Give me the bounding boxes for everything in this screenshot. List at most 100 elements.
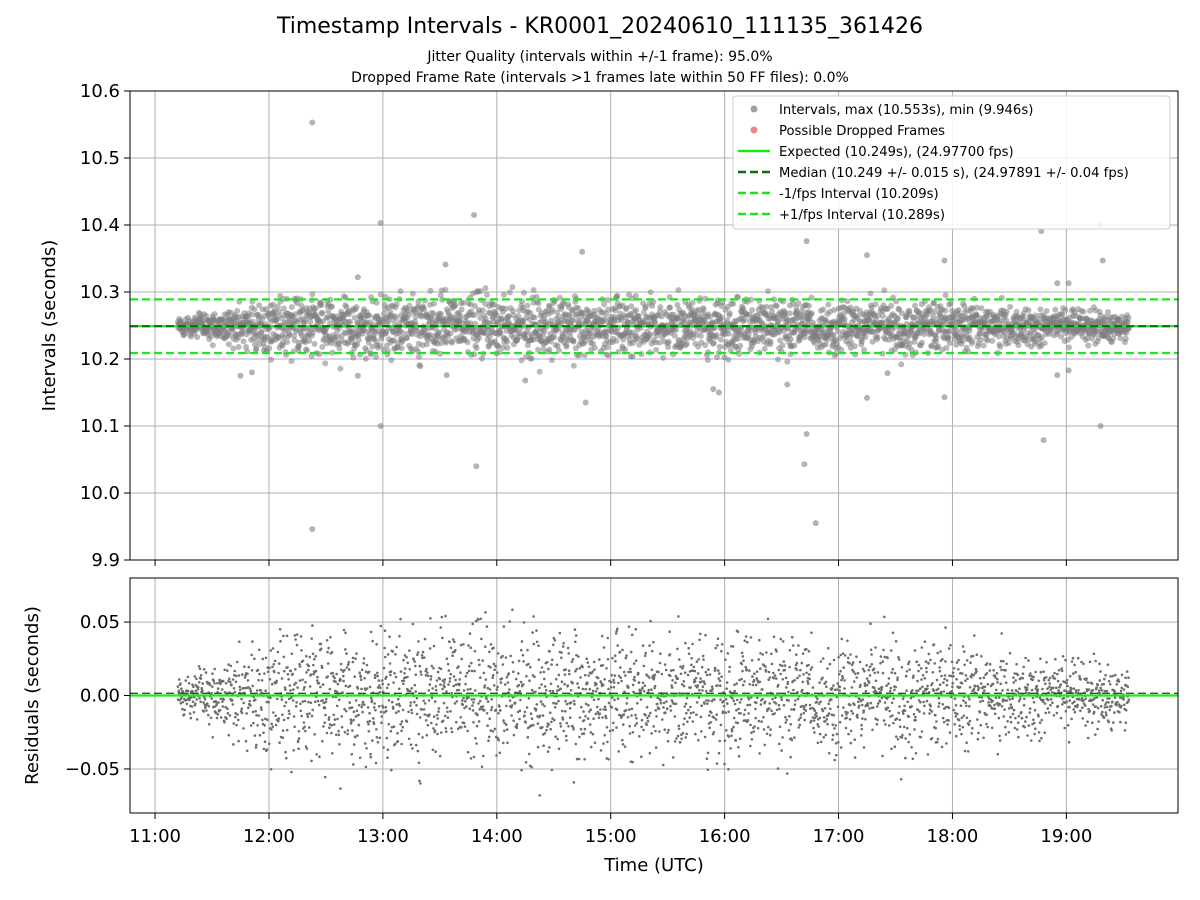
residual-point xyxy=(235,660,239,664)
residual-point xyxy=(732,716,736,720)
residual-point xyxy=(231,678,235,681)
interval-point xyxy=(311,340,318,347)
interval-point xyxy=(280,305,287,312)
interval-point xyxy=(309,291,316,298)
residual-point xyxy=(583,673,587,677)
residual-point xyxy=(638,735,641,738)
residual-point xyxy=(445,706,449,710)
residual-point xyxy=(693,680,697,683)
interval-point xyxy=(398,345,405,352)
residual-point xyxy=(505,704,508,708)
interval-point xyxy=(535,346,542,353)
interval-point xyxy=(625,319,632,326)
residual-point xyxy=(409,743,413,746)
residual-point xyxy=(486,700,490,703)
residual-point xyxy=(250,669,254,672)
residual-point xyxy=(667,728,670,732)
residual-point xyxy=(190,705,194,708)
residual-point xyxy=(663,663,667,666)
residual-point xyxy=(512,719,515,723)
residual-point xyxy=(731,697,734,700)
residual-point xyxy=(414,690,418,693)
residual-point xyxy=(645,705,649,709)
interval-outlier-point xyxy=(582,399,589,406)
residual-point xyxy=(631,760,634,764)
residual-point xyxy=(396,731,399,735)
residual-point xyxy=(462,721,466,725)
residual-point xyxy=(692,711,695,714)
residual-point xyxy=(423,702,427,705)
residual-point xyxy=(673,715,677,718)
residual-point xyxy=(253,657,256,661)
residual-point xyxy=(458,682,461,686)
residual-point xyxy=(503,729,506,733)
residual-point xyxy=(629,670,632,674)
residual-point xyxy=(546,750,550,753)
residual-point xyxy=(774,696,777,700)
residual-point xyxy=(564,710,567,713)
residual-point xyxy=(575,653,578,657)
interval-point xyxy=(790,300,797,307)
chart-subtitle-jitter: Jitter Quality (intervals within +/-1 fr… xyxy=(427,49,773,65)
residual-point xyxy=(284,750,287,754)
residual-point xyxy=(416,653,419,656)
residual-point xyxy=(761,653,765,656)
residual-point xyxy=(530,688,534,692)
residual-point xyxy=(517,683,521,687)
residual-point xyxy=(524,761,528,764)
residual-point xyxy=(746,719,750,722)
residual-point xyxy=(199,677,203,680)
residual-point xyxy=(560,651,563,654)
residual-point xyxy=(748,669,751,672)
residual-point xyxy=(596,710,600,714)
residual-point xyxy=(687,708,690,712)
residual-point xyxy=(750,659,754,662)
interval-point xyxy=(683,340,690,347)
residual-point xyxy=(517,659,521,663)
residual-point xyxy=(736,698,739,702)
residual-point xyxy=(444,730,448,733)
residual-point xyxy=(625,702,628,705)
residual-point xyxy=(330,731,333,735)
residual-point xyxy=(434,688,438,692)
residual-point xyxy=(679,672,683,676)
interval-point xyxy=(266,345,273,352)
residual-point xyxy=(725,687,728,690)
residual-point xyxy=(621,738,624,742)
interval-point xyxy=(329,349,336,356)
residual-point xyxy=(302,721,306,724)
interval-point xyxy=(416,353,422,360)
residual-point xyxy=(413,700,416,704)
residual-point xyxy=(387,723,391,726)
residual-point xyxy=(572,699,576,703)
residual-point xyxy=(678,741,682,744)
residual-point xyxy=(682,723,685,726)
residual-point xyxy=(476,713,479,717)
residual-point xyxy=(340,668,343,672)
residual-point xyxy=(529,712,533,715)
residual-point xyxy=(267,742,271,745)
residual-point xyxy=(782,660,786,663)
residual-point xyxy=(543,685,547,688)
residual-point xyxy=(248,699,252,703)
residual-point xyxy=(485,625,489,628)
interval-point xyxy=(737,342,744,349)
residual-point xyxy=(652,640,655,644)
interval-point xyxy=(714,354,720,361)
residual-point xyxy=(574,640,577,644)
residual-point xyxy=(596,676,600,680)
residual-point xyxy=(454,648,457,652)
interval-point xyxy=(540,346,547,353)
residual-point xyxy=(732,725,735,729)
residual-point xyxy=(374,708,377,712)
residual-point xyxy=(365,747,368,750)
residual-point xyxy=(207,713,210,717)
interval-point xyxy=(718,314,725,321)
interval-point xyxy=(942,292,949,299)
residual-point xyxy=(727,735,731,738)
residual-point xyxy=(670,699,674,702)
residual-point xyxy=(705,699,708,702)
residual-point xyxy=(443,681,446,684)
residual-point xyxy=(751,683,755,687)
interval-point xyxy=(605,306,611,313)
